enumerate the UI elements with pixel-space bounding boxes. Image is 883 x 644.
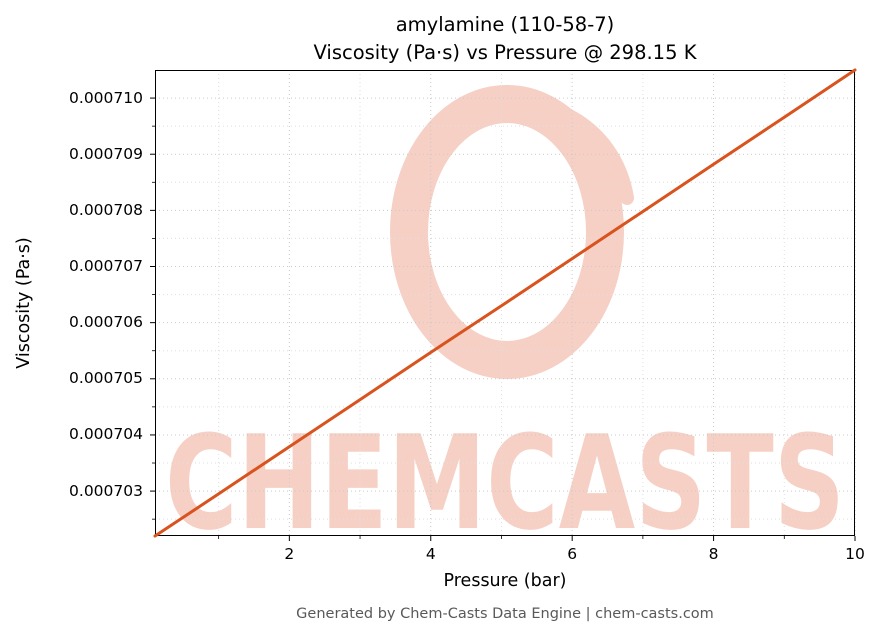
footer-caption: Generated by Chem-Casts Data Engine | ch… (296, 606, 714, 622)
tick-marks (150, 97, 856, 541)
y-tick-label: 0.000705 (69, 369, 143, 388)
y-tick-label: 0.000704 (69, 425, 143, 444)
y-tick-label: 0.000709 (69, 144, 143, 163)
plot-border (155, 70, 855, 536)
watermark-text: CHEMCASTS (165, 407, 845, 559)
chart-title-line2: Viscosity (Pa·s) vs Pressure @ 298.15 K (313, 41, 697, 64)
watermark-ring-icon (390, 85, 624, 379)
plot-canvas: CHEMCASTS (150, 68, 857, 559)
y-tick-label: 0.000703 (69, 481, 143, 500)
plot-area: CHEMCASTS (150, 68, 857, 559)
x-tick-label: 10 (845, 545, 865, 563)
watermark-swirl-icon (488, 97, 634, 205)
gridlines (155, 70, 856, 536)
x-axis-label: Pressure (bar) (443, 571, 567, 591)
chart-title-line1: amylamine (110-58-7) (395, 13, 615, 36)
y-axis-label: Viscosity (Pa·s) (14, 237, 34, 369)
watermark: CHEMCASTS (165, 85, 845, 559)
chart-title: amylamine (110-58-7) Viscosity (Pa·s) vs… (155, 11, 855, 67)
y-tick-label: 0.000710 (69, 88, 143, 107)
y-tick-label: 0.000708 (69, 200, 143, 219)
data-series-line (153, 68, 857, 538)
